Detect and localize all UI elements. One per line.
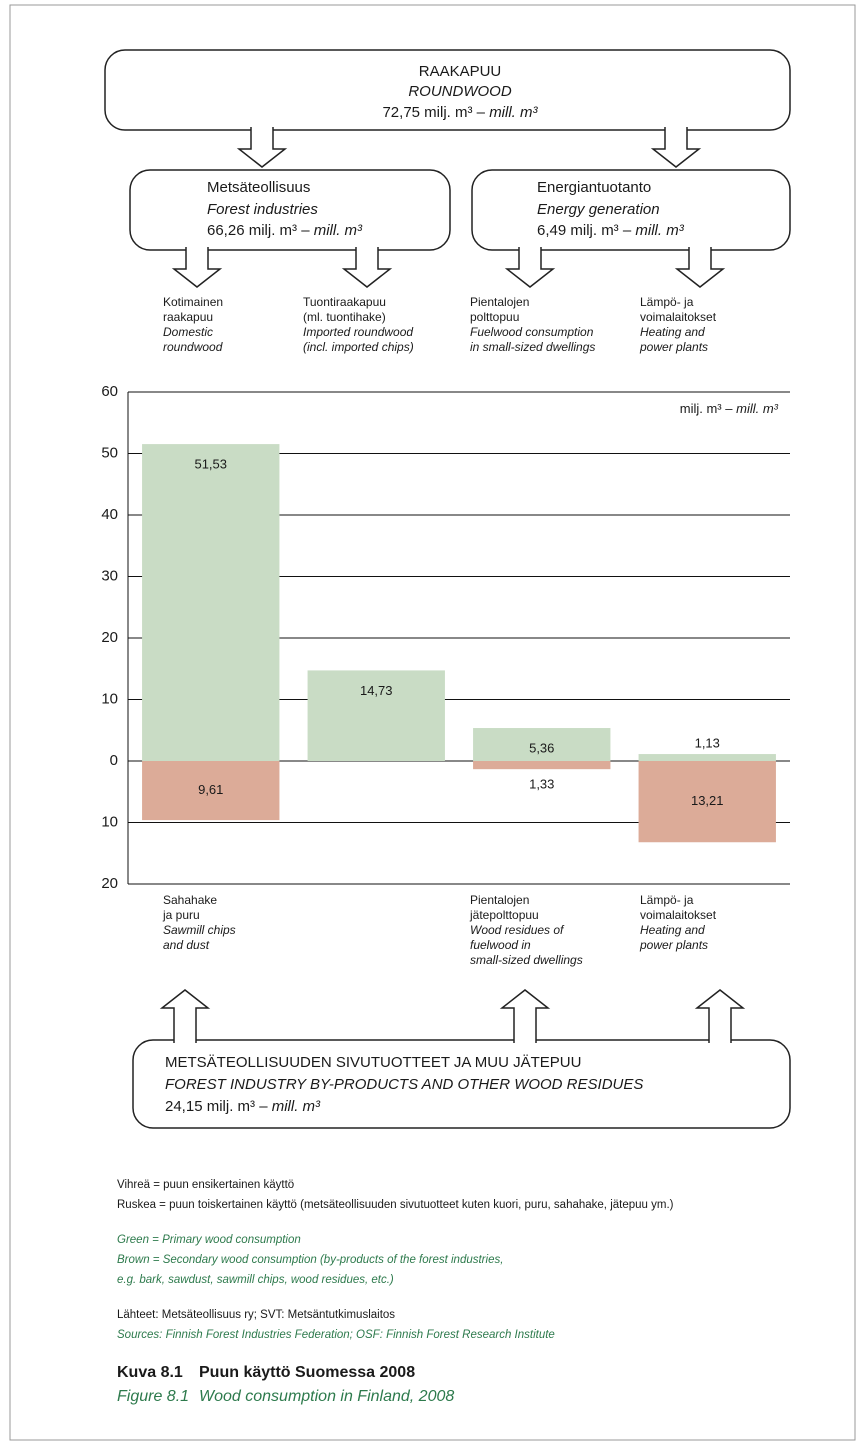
flow-name: Energiantuotanto: [537, 179, 651, 196]
flow-arrow: [159, 989, 211, 1043]
y-tick-label: 10: [101, 813, 118, 830]
bar: [638, 761, 776, 843]
residue-label-en: Wood residues of fuelwood in small-sized…: [470, 923, 583, 967]
caption-title: Puun käyttö Suomessa 2008: [199, 1364, 416, 1381]
caption: Kuva 8.1 Puun käyttö Suomessa 2008: [117, 1364, 415, 1382]
residue-label: Sahahake ja puru: [163, 893, 218, 922]
category-label-en: Heating and power plants: [640, 325, 709, 354]
note: Vihreä = puun ensikertainen käyttö: [117, 1179, 295, 1191]
flow-amount: 72,75 milj. m³ – mill. m³: [382, 104, 538, 121]
value-label: 51,53: [194, 457, 227, 472]
amount: 66,26 milj. m³ –: [207, 222, 310, 239]
energy-box: [471, 169, 791, 251]
y-tick-label: 30: [101, 567, 118, 584]
y-tick-label: 20: [101, 875, 118, 892]
amount: 6,49 milj. m³ –: [537, 222, 632, 239]
flow-arrow: [499, 989, 551, 1043]
flow-arrow: [236, 127, 288, 168]
value-label: 9,61: [198, 782, 223, 797]
bar: [307, 670, 445, 761]
value-label: 5,36: [529, 740, 554, 755]
flow-name: METSÄTEOLLISUUDEN SIVUTUOTTEET JA MUU JÄ…: [165, 1054, 581, 1071]
page-border: [9, 4, 856, 1441]
value-label: 13,21: [691, 793, 724, 808]
forest-box: [129, 169, 451, 251]
caption-number: Figure 8.1: [117, 1388, 190, 1405]
value-label: 1,33: [529, 777, 554, 792]
bar: [473, 728, 611, 761]
amount: 72,75 milj. m³ –: [382, 104, 485, 121]
note: Lähteet: Metsäteollisuus ry; SVT: Metsän…: [117, 1309, 396, 1321]
caption-title: Wood consumption in Finland, 2008: [199, 1388, 455, 1405]
flow-name: Metsäteollisuus: [207, 179, 310, 196]
amount-unit: mill. m³: [314, 222, 363, 239]
amount-unit: mill. m³: [635, 222, 684, 239]
caption-en: Figure 8.1 Wood consumption in Finland, 2…: [117, 1388, 454, 1406]
amount: 24,15 milj. m³ –: [165, 1098, 268, 1115]
amount-unit: mill. m³: [489, 104, 538, 121]
flow-amount: 6,49 milj. m³ – mill. m³: [537, 222, 685, 239]
unit: milj. m³ –: [680, 401, 733, 416]
flow-name-en: FOREST INDUSTRY BY-PRODUCTS AND OTHER WO…: [165, 1076, 643, 1093]
category-label-en: Imported roundwood (incl. imported chips…: [303, 325, 414, 354]
note: Green = Primary wood consumption: [117, 1234, 301, 1246]
note: Sources: Finnish Forest Industries Feder…: [117, 1329, 555, 1341]
flow-arrow: [650, 127, 702, 168]
residues-box: [132, 1039, 791, 1129]
y-tick-label: 50: [101, 444, 118, 461]
value-label: 14,73: [360, 683, 393, 698]
flow-arrow: [674, 247, 726, 288]
y-tick-label: 0: [110, 752, 118, 769]
category-label: Kotimainen raakapuu: [163, 295, 224, 324]
y-tick-label: 20: [101, 629, 118, 646]
y-tick-label: 40: [101, 506, 118, 523]
residue-label-en: Sawmill chips and dust: [163, 923, 236, 952]
note: Ruskea = puun toiskertainen käyttö (mets…: [117, 1199, 674, 1211]
bar: [142, 444, 280, 761]
flow-amount: 66,26 milj. m³ – mill. m³: [207, 222, 363, 239]
y-tick-label: 10: [101, 690, 118, 707]
residue-label: Lämpö- ja voimalaitokset: [640, 893, 717, 922]
flow-amount: 24,15 milj. m³ – mill. m³: [165, 1098, 321, 1115]
flow-arrow: [694, 989, 746, 1043]
flow-name-en: ROUNDWOOD: [408, 83, 511, 100]
unit-en: mill. m³: [736, 401, 779, 416]
unit-label: milj. m³ – mill. m³: [680, 401, 779, 416]
category-label: Lämpö- ja voimalaitokset: [640, 295, 717, 324]
category-label-en: Fuelwood consumption in small-sized dwel…: [470, 325, 596, 354]
y-tick-label: 60: [101, 383, 118, 400]
category-label-en: Domestic roundwood: [163, 325, 223, 354]
residue-label: Pientalojen jätepolttopuu: [470, 893, 539, 922]
residue-label-en: Heating and power plants: [640, 923, 709, 952]
flow-arrow: [504, 247, 556, 288]
flow-name-en: Energy generation: [537, 201, 660, 218]
flow-name-en: Forest industries: [207, 201, 318, 218]
flow-name: RAAKAPUU: [419, 63, 502, 80]
bar: [638, 754, 776, 761]
roundwood-box: [104, 49, 791, 131]
note: Brown = Secondary wood consumption (by-p…: [117, 1254, 504, 1286]
category-label: Tuontiraakapuu (ml. tuontihake): [303, 295, 386, 324]
flow-shapes: [104, 49, 791, 1129]
amount-unit: mill. m³: [272, 1098, 321, 1115]
flow-arrow: [341, 247, 393, 288]
flow-arrow: [171, 247, 223, 288]
value-label: 1,13: [695, 735, 720, 750]
category-label: Pientalojen polttopuu: [470, 295, 530, 324]
bar: [473, 761, 611, 770]
caption-number: Kuva 8.1: [117, 1364, 183, 1381]
bar: [142, 761, 280, 821]
